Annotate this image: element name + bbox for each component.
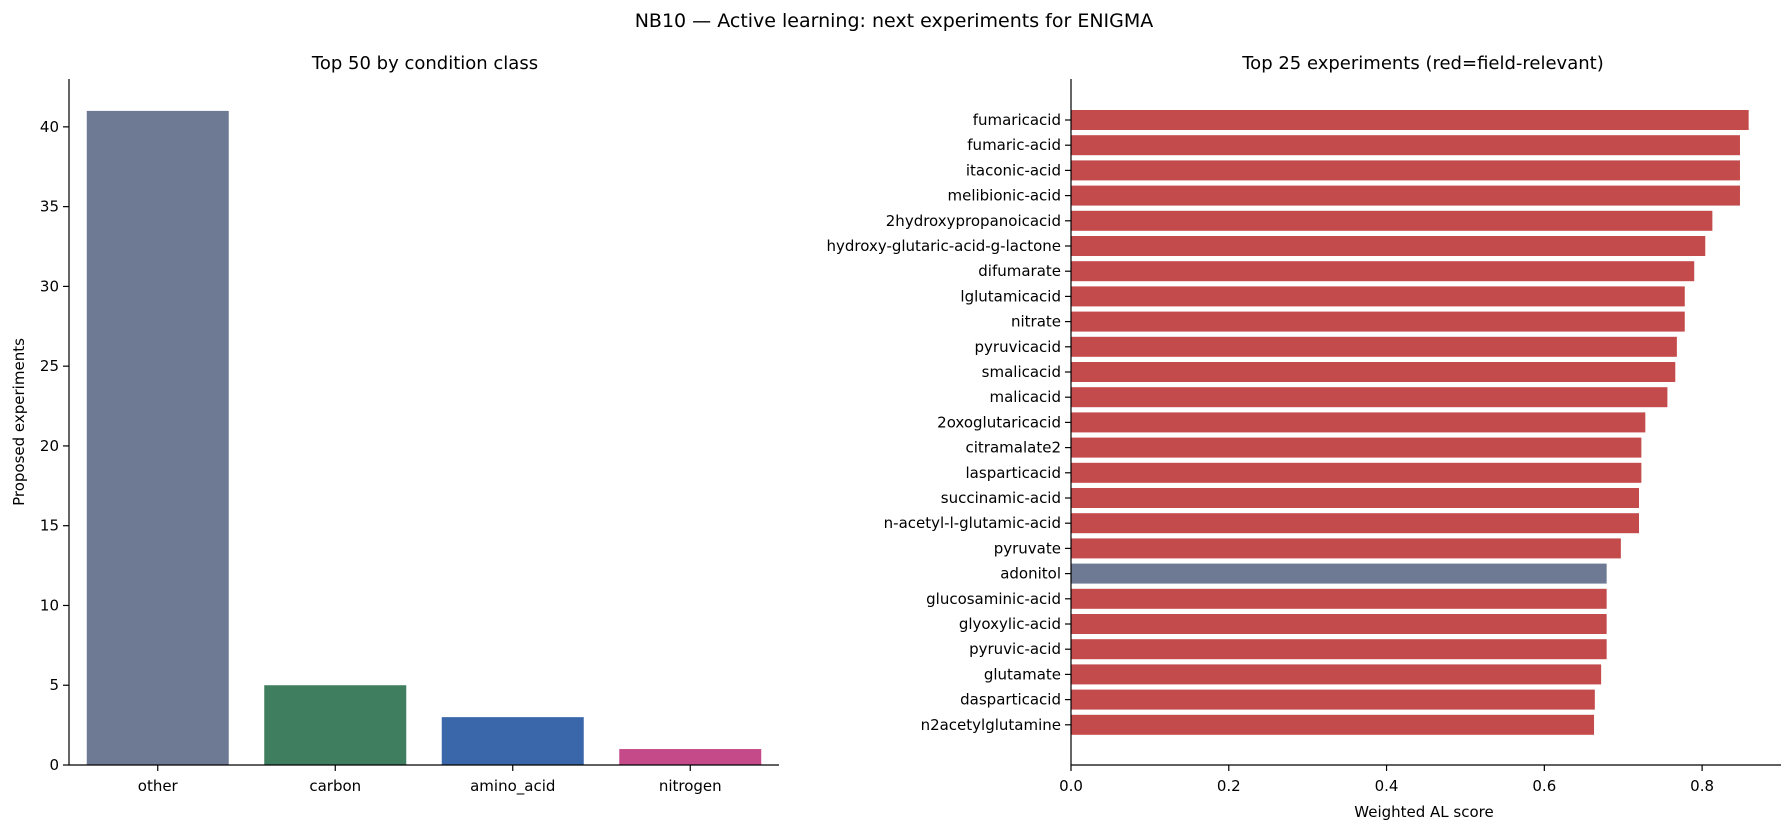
experiment-bar <box>1071 462 1642 483</box>
experiment-bar <box>1071 563 1607 584</box>
right-x-tick-label: 0.6 <box>1532 777 1556 795</box>
experiment-label: succinamic-acid <box>941 489 1061 507</box>
experiment-label: 2hydroxypropanoicacid <box>886 212 1061 230</box>
bar-nitrogen <box>619 749 762 765</box>
left-y-tick-label: 0 <box>49 756 59 774</box>
experiment-label: smalicacid <box>982 363 1061 381</box>
right-y-ticks: fumaricacid fumaric-acid itaconic-acid meli… <box>827 111 1071 734</box>
experiment-bar <box>1071 387 1668 408</box>
experiment-label: nitrate <box>1011 313 1061 331</box>
experiment-label: citramalate2 <box>966 439 1061 457</box>
figure-title: NB10 — Active learning: next experiments… <box>635 10 1154 32</box>
left-y-axis-label: Proposed experiments <box>10 338 28 506</box>
left-x-tick-label: nitrogen <box>659 777 722 795</box>
right-x-tick-label: 0.8 <box>1690 777 1714 795</box>
experiment-label: pyruvicacid <box>975 338 1062 356</box>
left-x-tick-label: other <box>138 777 179 795</box>
top-experiments-panel: Top 25 experiments (red=field-relevant) … <box>827 53 1781 821</box>
experiment-bar <box>1071 538 1621 559</box>
right-bars <box>1071 110 1749 735</box>
experiment-label: fumaricacid <box>973 111 1061 129</box>
left-x-tick-label: amino_acid <box>470 777 555 796</box>
experiment-label: n-acetyl-l-glutamic-acid <box>884 514 1061 532</box>
left-x-tick-label: carbon <box>309 777 361 795</box>
experiment-label: glucosaminic-acid <box>926 590 1061 608</box>
right-x-tick-label: 0.0 <box>1059 777 1083 795</box>
bar-other <box>86 110 229 765</box>
experiment-bar <box>1071 362 1676 382</box>
experiment-bar <box>1071 336 1677 357</box>
right-chart-title: Top 25 experiments (red=field-relevant) <box>1241 53 1603 74</box>
right-x-axis-label: Weighted AL score <box>1354 803 1493 821</box>
experiment-label: adonitol <box>1000 565 1061 583</box>
experiment-label: glyoxylic-acid <box>959 615 1061 633</box>
experiment-label: dasparticacid <box>960 691 1061 709</box>
right-x-ticks: 0.0 0.2 0.4 0.6 0.8 <box>1059 765 1714 795</box>
experiment-bar <box>1071 513 1639 534</box>
class-count-panel: Top 50 by condition class Proposed exper… <box>10 53 779 796</box>
left-bars <box>86 110 762 765</box>
experiment-bar <box>1071 488 1639 508</box>
experiment-bar <box>1071 412 1646 433</box>
right-x-tick-label: 0.2 <box>1217 777 1241 795</box>
left-y-tick-label: 15 <box>40 517 59 535</box>
experiment-bar <box>1071 639 1607 660</box>
experiment-label: glutamate <box>984 665 1061 683</box>
experiment-label: hydroxy-glutaric-acid-g-lactone <box>827 237 1062 255</box>
experiment-bar <box>1071 614 1607 634</box>
experiment-bar <box>1071 286 1685 307</box>
experiment-bar <box>1071 261 1695 282</box>
experiment-bar <box>1071 689 1595 710</box>
left-y-tick-label: 40 <box>40 118 59 136</box>
experiment-bar <box>1071 588 1607 609</box>
experiment-label: fumaric-acid <box>967 136 1061 154</box>
right-x-tick-label: 0.4 <box>1375 777 1399 795</box>
left-y-tick-label: 10 <box>40 596 59 614</box>
bar-carbon <box>264 685 407 765</box>
left-y-ticks: 0 5 10 15 20 25 30 35 40 <box>40 118 69 774</box>
experiment-bar <box>1071 110 1749 130</box>
experiment-label: difumarate <box>978 262 1061 280</box>
experiment-label: melibionic-acid <box>947 187 1061 205</box>
experiment-label: lglutamicacid <box>960 287 1061 305</box>
experiment-label: malicacid <box>989 388 1061 406</box>
experiment-label: itaconic-acid <box>966 161 1061 179</box>
left-y-tick-label: 5 <box>49 676 59 694</box>
experiment-bar <box>1071 311 1685 332</box>
left-y-tick-label: 30 <box>40 277 59 295</box>
experiment-label: 2oxoglutaricacid <box>937 413 1061 431</box>
left-y-tick-label: 35 <box>40 198 59 216</box>
experiment-bar <box>1071 135 1740 156</box>
experiment-label: pyruvate <box>994 539 1061 557</box>
experiment-bar <box>1071 437 1642 458</box>
experiment-label: pyruvic-acid <box>969 640 1061 658</box>
bar-amino-acid <box>441 717 584 765</box>
left-y-tick-label: 20 <box>40 437 59 455</box>
experiment-bar <box>1071 185 1740 206</box>
left-x-ticks: other carbon amino_acid nitrogen <box>138 765 722 796</box>
experiment-bar <box>1071 664 1602 685</box>
left-chart-title: Top 50 by condition class <box>311 53 538 74</box>
experiment-label: lasparticacid <box>966 464 1061 482</box>
experiment-label: n2acetylglutamine <box>921 716 1061 734</box>
experiment-bar <box>1071 210 1713 231</box>
experiment-bar <box>1071 714 1595 735</box>
experiment-bar <box>1071 160 1740 181</box>
left-y-tick-label: 25 <box>40 357 59 375</box>
experiment-bar <box>1071 236 1706 256</box>
